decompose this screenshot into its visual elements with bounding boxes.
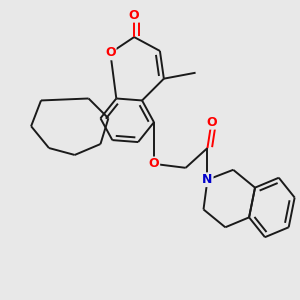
- Text: O: O: [129, 9, 140, 22]
- Text: N: N: [202, 173, 213, 186]
- Text: O: O: [206, 116, 217, 129]
- Text: O: O: [149, 158, 159, 170]
- Text: O: O: [105, 46, 116, 59]
